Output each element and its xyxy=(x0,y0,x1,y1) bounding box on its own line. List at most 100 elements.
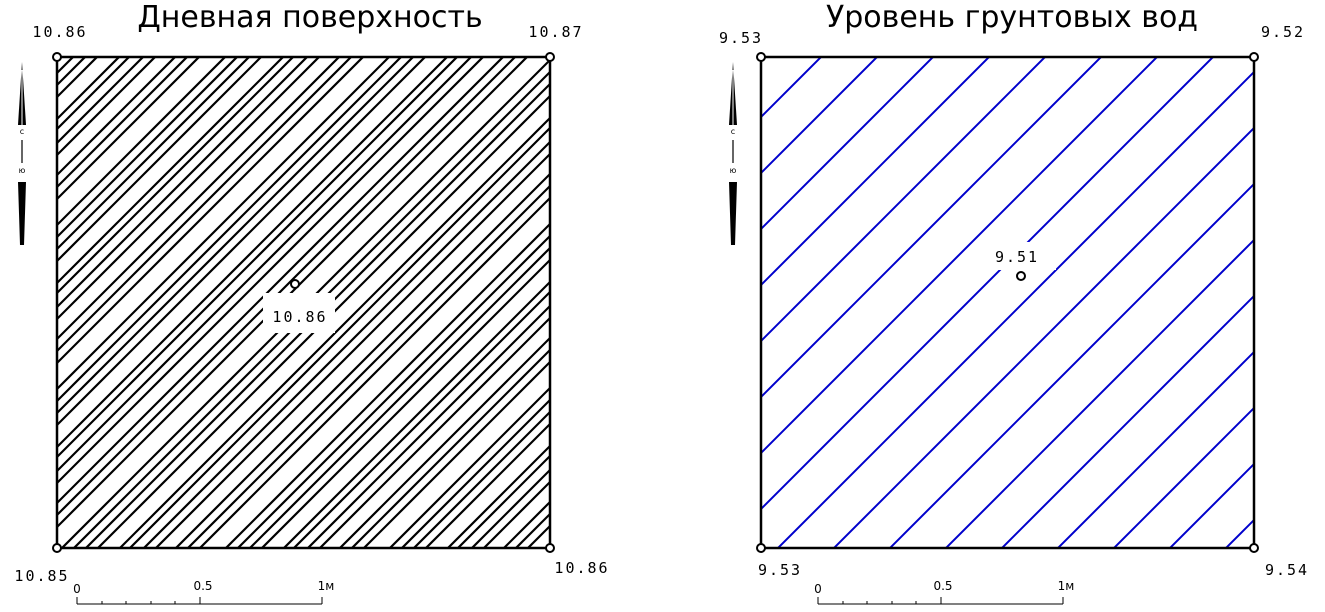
surface-hatch-line xyxy=(446,444,550,548)
surface-hatch-line xyxy=(236,234,550,548)
surface-hatch-line xyxy=(57,57,263,263)
surface-hatch-line xyxy=(57,57,427,427)
surface-hatch-line xyxy=(57,57,201,201)
scale-label-end: 1м xyxy=(1058,579,1075,593)
surface-hatch-line xyxy=(306,304,550,548)
corner-label-tl: 9.53 xyxy=(719,29,763,47)
surface-hatch-line xyxy=(57,57,403,403)
center-point xyxy=(1016,271,1026,281)
groundwater-hatch-line xyxy=(1224,518,1254,548)
surface-hatch-line xyxy=(57,57,365,365)
groundwater-hatch-line xyxy=(761,57,1047,343)
surface-hatch-line xyxy=(57,57,505,505)
surface-hatch-line xyxy=(526,524,550,548)
surface-hatch-line xyxy=(57,57,321,321)
corner-point-bl xyxy=(52,543,62,553)
corner-point-br xyxy=(545,543,555,553)
groundwater-hatch-line xyxy=(761,57,879,175)
surface-hatch-line xyxy=(57,57,189,189)
surface-hatch-line xyxy=(57,57,353,353)
surface-hatch-line xyxy=(456,454,550,548)
surface-hatch-line xyxy=(57,57,309,309)
surface-hatch-line xyxy=(96,94,550,548)
surface-hatch-line xyxy=(248,246,550,548)
groundwater-hatch-line xyxy=(761,57,991,287)
surface-hatch-line xyxy=(57,57,239,239)
scale-label-end: 1м xyxy=(318,579,335,593)
groundwater-hatch-line xyxy=(761,57,1215,511)
north-arrow-icon: с ю xyxy=(729,62,737,245)
corner-label-br: 10.86 xyxy=(554,559,609,577)
panel-groundwater-title: Уровень грунтовых вод xyxy=(826,0,1198,35)
surface-hatch-line xyxy=(118,116,550,548)
south-label: ю xyxy=(730,166,737,175)
corner-label-tl: 10.86 xyxy=(32,23,87,41)
groundwater-hatch-line xyxy=(761,57,767,63)
groundwater-hatch-line xyxy=(1000,294,1254,548)
surface-hatch-line xyxy=(57,57,485,485)
surface-hatch-line xyxy=(57,57,157,157)
surface-hatch-line xyxy=(292,290,550,548)
surface-hatch-line xyxy=(318,316,550,548)
corner-point-tl xyxy=(756,52,766,62)
groundwater-hatch-line xyxy=(944,238,1254,548)
surface-hatch-line xyxy=(128,126,550,548)
surface-hatch-line xyxy=(57,57,87,87)
surface-hatch-line xyxy=(282,280,550,548)
corner-label-tr: 9.52 xyxy=(1261,23,1305,41)
surface-hatch-line xyxy=(224,222,550,548)
center-label-mask xyxy=(263,293,335,333)
groundwater-hatch-line xyxy=(761,57,935,231)
groundwater-hatch xyxy=(761,57,1254,548)
scale-bar: 0 0.5 1м xyxy=(814,579,1075,605)
north-arrow-icon: с ю xyxy=(18,62,26,245)
surface-hatch-line xyxy=(57,57,415,415)
groundwater-plot-frame xyxy=(759,55,1256,550)
surface-hatch-line xyxy=(424,422,550,548)
panel-surface: Дневная поверхность 10.86 10.87 10.85 10… xyxy=(14,0,609,605)
scale-label-start: 0 xyxy=(73,582,81,596)
groundwater-hatch-line xyxy=(776,70,1254,548)
corner-point-br xyxy=(1249,543,1259,553)
corner-point-tr xyxy=(545,52,555,62)
surface-hatch-line xyxy=(388,386,550,548)
groundwater-hatch-line xyxy=(761,57,1159,455)
surface-hatch-line xyxy=(470,468,550,548)
surface-hatch-line xyxy=(57,57,251,251)
surface-hatch-line xyxy=(400,398,550,548)
surface-hatch-line xyxy=(260,258,550,548)
surface-hatch-line xyxy=(57,57,473,473)
groundwater-hatch-line xyxy=(761,57,823,119)
center-label-mask xyxy=(984,242,1056,270)
surface-hatch-line xyxy=(57,57,341,341)
panel-groundwater: Уровень грунтовых вод 9.53 9.52 9.53 9.5… xyxy=(719,0,1307,605)
surface-hatch-line xyxy=(57,57,295,295)
surface-hatch xyxy=(57,57,550,548)
surface-hatch-line xyxy=(57,57,227,227)
corner-point-tl xyxy=(52,52,62,62)
surface-hatch-line xyxy=(142,140,550,548)
corner-label-bl: 10.85 xyxy=(14,567,69,585)
scale-label-mid: 0.5 xyxy=(933,579,952,593)
surface-hatch-line xyxy=(362,360,550,548)
corner-point-tr xyxy=(1249,52,1259,62)
groundwater-hatch-line xyxy=(761,57,1103,399)
scale-label-start: 0 xyxy=(814,582,822,596)
scale-label-mid: 0.5 xyxy=(193,579,212,593)
north-label: с xyxy=(20,127,24,136)
surface-plot-frame xyxy=(55,55,552,550)
north-label: с xyxy=(731,127,735,136)
center-point xyxy=(290,279,300,289)
surface-hatch-line xyxy=(57,57,285,285)
surface-hatch-line xyxy=(338,336,550,548)
surface-hatch-line xyxy=(57,57,145,145)
corner-point-bl xyxy=(756,543,766,553)
surface-hatch-line xyxy=(57,57,177,177)
corner-label-bl: 9.53 xyxy=(758,561,802,579)
surface-hatch-line xyxy=(350,348,550,548)
groundwater-hatch-line xyxy=(832,126,1254,548)
groundwater-hatch-line xyxy=(1168,462,1254,548)
south-label: ю xyxy=(19,166,26,175)
surface-hatch-line xyxy=(57,57,391,391)
surface-hatch-line xyxy=(502,500,550,548)
